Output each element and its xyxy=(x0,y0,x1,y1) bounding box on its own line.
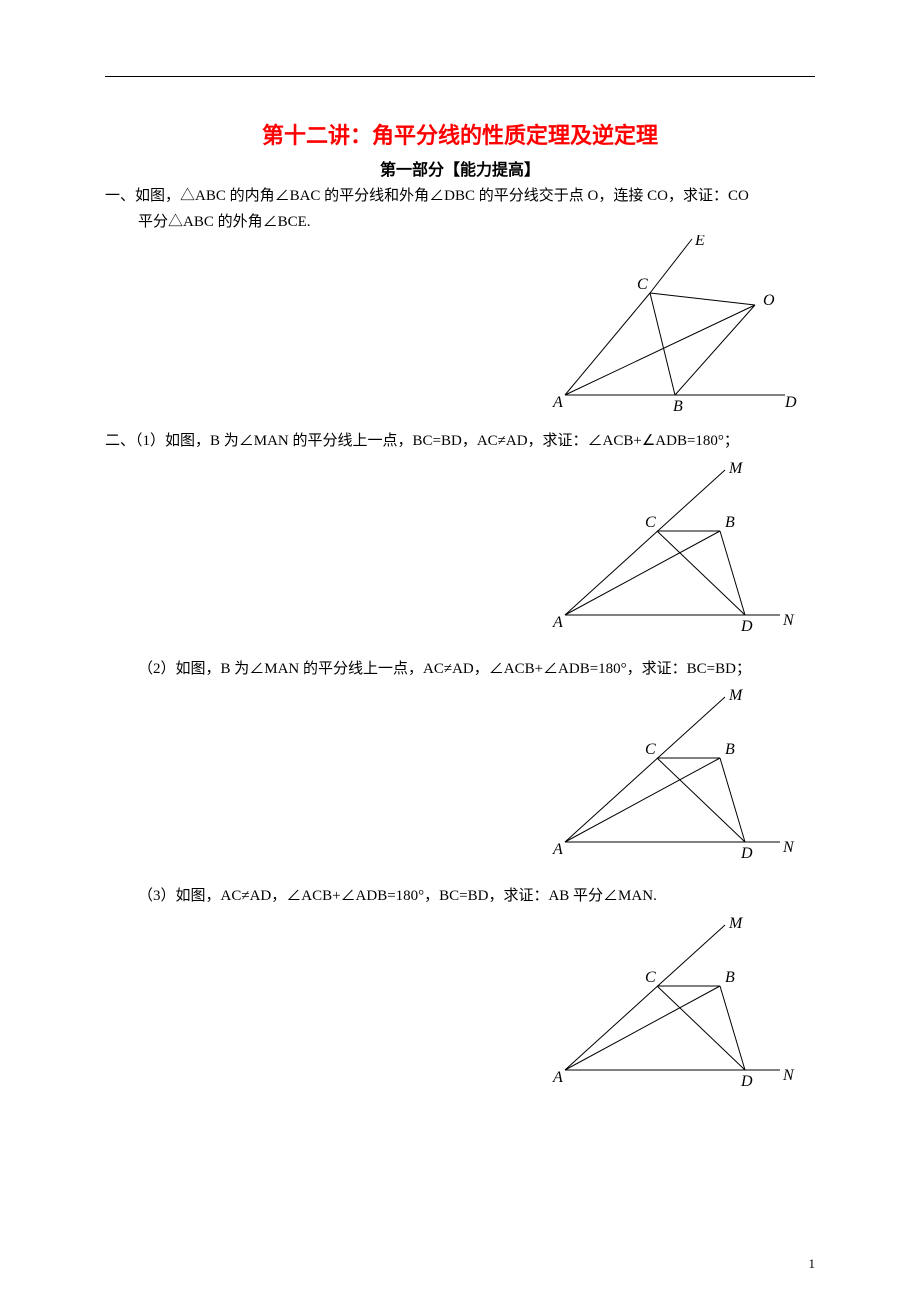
figure-2-wrap: A D N M C B xyxy=(105,455,815,635)
problem-1: 一、如图，△ABC 的内角∠BAC 的平分线和外角∠DBC 的平分线交于点 O，… xyxy=(105,184,815,235)
svg-text:M: M xyxy=(728,687,744,704)
svg-text:B: B xyxy=(673,398,683,415)
lecture-title: 第十二讲：角平分线的性质定理及逆定理 xyxy=(105,118,815,150)
section-subtitle: 第一部分【能力提高】 xyxy=(105,156,815,180)
figure-4-wrap: A D N M C B xyxy=(105,910,815,1090)
svg-text:C: C xyxy=(645,741,656,758)
figure-1-wrap: A B D C O E xyxy=(105,235,815,415)
figure-3: A D N M C B xyxy=(545,682,805,862)
svg-text:C: C xyxy=(645,514,656,531)
svg-text:O: O xyxy=(763,292,775,309)
figure-1: A B D C O E xyxy=(545,235,805,415)
problem-2-part2: （2）如图，B 为∠MAN 的平分线上一点，AC≠AD，∠ACB+∠ADB=18… xyxy=(105,657,815,683)
page-number: 1 xyxy=(809,1256,816,1272)
svg-text:B: B xyxy=(725,969,735,986)
figure-4: A D N M C B xyxy=(545,910,805,1090)
top-rule xyxy=(105,76,815,77)
svg-text:M: M xyxy=(728,915,744,932)
page: 第十二讲：角平分线的性质定理及逆定理 第一部分【能力提高】 一、如图，△ABC … xyxy=(0,0,920,1302)
svg-text:N: N xyxy=(782,839,795,856)
svg-text:M: M xyxy=(728,460,744,477)
problem-2: 二、（1）如图，B 为∠MAN 的平分线上一点，BC=BD，AC≠AD，求证：∠… xyxy=(105,429,815,455)
figure-2: A D N M C B xyxy=(545,455,805,635)
problem-2-part1: 二、（1）如图，B 为∠MAN 的平分线上一点，BC=BD，AC≠AD，求证：∠… xyxy=(105,429,815,455)
problem-1-line1: 一、如图，△ABC 的内角∠BAC 的平分线和外角∠DBC 的平分线交于点 O，… xyxy=(105,184,815,210)
svg-text:A: A xyxy=(552,394,563,411)
svg-text:B: B xyxy=(725,741,735,758)
svg-text:B: B xyxy=(725,514,735,531)
svg-text:C: C xyxy=(637,276,648,293)
svg-text:D: D xyxy=(740,845,753,862)
svg-text:E: E xyxy=(694,235,705,249)
svg-text:D: D xyxy=(784,394,797,411)
svg-text:D: D xyxy=(740,618,753,635)
problem-1-line2: 平分△ABC 的外角∠BCE. xyxy=(105,210,815,236)
svg-text:C: C xyxy=(645,969,656,986)
svg-text:A: A xyxy=(552,841,563,858)
svg-text:N: N xyxy=(782,1067,795,1084)
svg-text:A: A xyxy=(552,1069,563,1086)
svg-text:N: N xyxy=(782,612,795,629)
problem-2-part3: （3）如图，AC≠AD，∠ACB+∠ADB=180°，BC=BD，求证：AB 平… xyxy=(105,884,815,910)
svg-text:D: D xyxy=(740,1073,753,1090)
svg-text:A: A xyxy=(552,614,563,631)
figure-3-wrap: A D N M C B xyxy=(105,682,815,862)
